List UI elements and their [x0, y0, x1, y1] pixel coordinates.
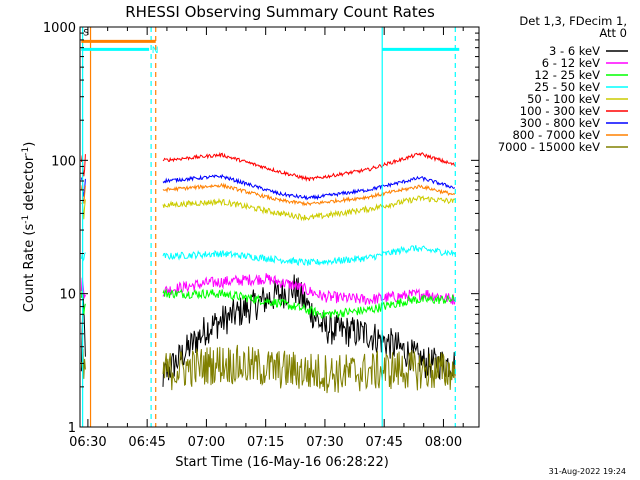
legend-label-25-50-kev: 25 - 50 keV: [534, 80, 600, 94]
y-tick-label: 1: [68, 421, 76, 436]
chart-title: RHESSI Observing Summary Count Rates: [125, 3, 435, 21]
generation-timestamp: 31-Aug-2022 19:24: [549, 467, 626, 476]
x-tick-label: 07:15: [247, 435, 284, 450]
series-50-100-kev-segment-2: [162, 195, 456, 222]
x-tick-label: 07:00: [188, 435, 225, 450]
x-tick-label: 07:45: [365, 435, 402, 450]
x-tick-label: 07:30: [306, 435, 343, 450]
flag-label-n: N: [152, 46, 159, 56]
legend-header-line-2: Att 0: [599, 26, 627, 40]
legend-label-300-800-kev: 300 - 800 keV: [520, 116, 600, 130]
legend-label-6-12-kev: 6 - 12 keV: [542, 56, 600, 70]
series-3-6-kev-segment-2: [162, 274, 456, 387]
legend-label-100-300-kev: 100 - 300 keV: [520, 104, 600, 118]
series-100-300-kev-segment-2: [162, 151, 456, 182]
y-tick-label: 100: [51, 154, 76, 169]
series-6-12-kev-segment-2: [162, 273, 456, 305]
legend-label-3-6-kev: 3 - 6 keV: [549, 44, 600, 58]
x-axis-label: Start Time (16-May-16 06:28:22): [175, 455, 389, 470]
x-tick-label: 08:00: [425, 435, 462, 450]
legend-label-12-25-kev: 12 - 25 keV: [534, 68, 600, 82]
y-axis-label: Count Rate (s-1 detector-1): [21, 142, 37, 313]
series-7000-15000-kev-segment-2: [162, 344, 456, 394]
x-tick-label: 06:45: [128, 435, 165, 450]
legend-label-50-100-kev: 50 - 100 keV: [527, 92, 600, 106]
series-300-800-kev-segment-2: [162, 173, 455, 201]
series-12-25-kev-segment-2: [162, 288, 456, 320]
series-25-50-kev-segment-2: [162, 245, 456, 267]
legend-label-7000-15000-kev: 7000 - 15000 keV: [498, 140, 600, 154]
y-tick-label: 10: [59, 288, 76, 303]
axis-ticks: 06:30 06:45 07:00 07:15 07:30 07:45 08:00 1 10 10…: [43, 21, 479, 450]
legend-label-800-7000-kev: 800 - 7000 keV: [512, 128, 600, 142]
flag-label-s: S: [83, 29, 89, 39]
markers-layer: SN: [81, 27, 460, 427]
plot-frame: [79, 26, 480, 428]
legend-header-line-1: Det 1,3, FDecim 1,: [519, 14, 627, 28]
x-tick-label: 06:30: [69, 435, 106, 450]
series-800-7000-kev-segment-2: [162, 182, 456, 207]
y-tick-label: 1000: [43, 21, 76, 36]
